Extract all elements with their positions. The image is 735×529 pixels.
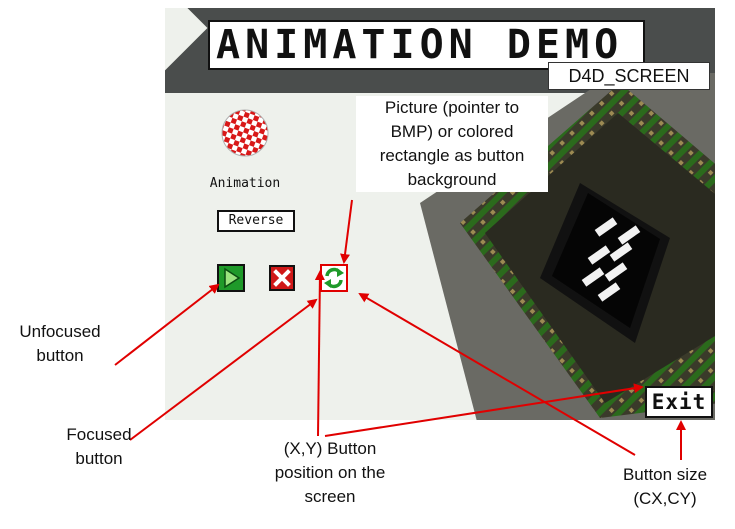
play-button[interactable] [217,264,245,292]
note-line: Focused [66,425,132,444]
stop-button[interactable] [268,264,296,292]
note-focused-button: Focused button [40,423,158,471]
note-line: button [36,346,84,365]
note-line: background [407,170,497,189]
note-line: position on the [274,463,386,482]
note-picture-background: Picture (pointer to BMP) or colored rect… [356,96,548,192]
screen-name-label: D4D_SCREEN [548,62,710,90]
note-line: button [75,449,123,468]
note-unfocused-button: Unfocused button [0,320,120,368]
reverse-icon-button[interactable] [320,264,348,292]
note-button-position: (X,Y) Button position on the screen [258,437,402,509]
reverse-button[interactable]: Reverse [217,210,295,232]
checkered-ball-icon [221,109,269,157]
screen-title: ANIMATION DEMO [208,20,645,70]
note-line: rectangle as button [379,146,525,165]
exit-button[interactable]: Exit [645,386,713,418]
animation-label: Animation [209,176,281,191]
note-line: (X,Y) Button [283,439,377,458]
note-line: Unfocused [19,322,101,341]
note-line: BMP) or colored [390,122,514,141]
note-line: screen [304,487,356,506]
note-line: Picture (pointer to [384,98,520,117]
note-line: (CX,CY) [633,489,697,508]
d4d-screen: ANIMATION DEMO D4D_SCREEN Animation Reve… [165,8,715,420]
note-button-size: Button size (CX,CY) [600,463,730,511]
note-line: Button size [622,465,708,484]
